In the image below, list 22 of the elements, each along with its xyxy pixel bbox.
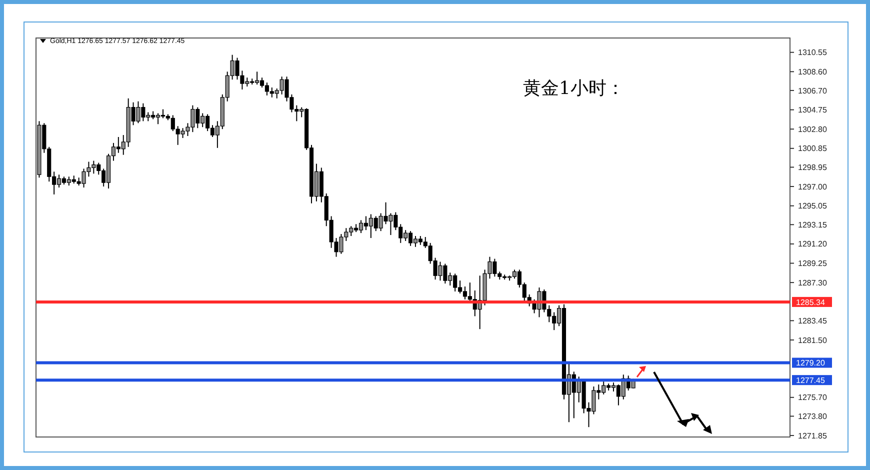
y-tick-label: 1281.50	[798, 336, 828, 345]
y-tick-label: 1300.85	[798, 144, 828, 154]
y-tick-label: 1289.25	[798, 259, 828, 268]
ref-line-label: 1277.45	[796, 376, 826, 385]
y-tick-label: 1306.70	[798, 86, 828, 96]
y-tick-label: 1295.05	[798, 202, 828, 211]
y-tick-label: 1287.30	[798, 278, 828, 288]
y-tick-label: 1273.80	[798, 412, 828, 422]
ref-line-label: 1279.20	[796, 358, 826, 368]
y-tick-label: 1308.60	[798, 67, 828, 76]
ref-line-label: 1285.34	[796, 298, 826, 307]
y-tick-label: 1271.85	[798, 431, 828, 440]
y-tick-label: 1297.00	[798, 182, 828, 192]
y-tick-label: 1304.75	[798, 106, 828, 115]
y-tick-label: 1298.95	[798, 163, 828, 172]
text: 黄金1小时：	[523, 78, 624, 99]
y-tick-label: 1275.70	[798, 393, 828, 402]
y-tick-label: 1291.20	[798, 240, 828, 249]
y-tick-label: 1310.55	[798, 48, 828, 58]
y-tick-label: 1302.80	[798, 124, 828, 134]
y-tick-label: 1293.15	[798, 220, 828, 230]
y-tick-label: 1283.45	[798, 316, 828, 326]
